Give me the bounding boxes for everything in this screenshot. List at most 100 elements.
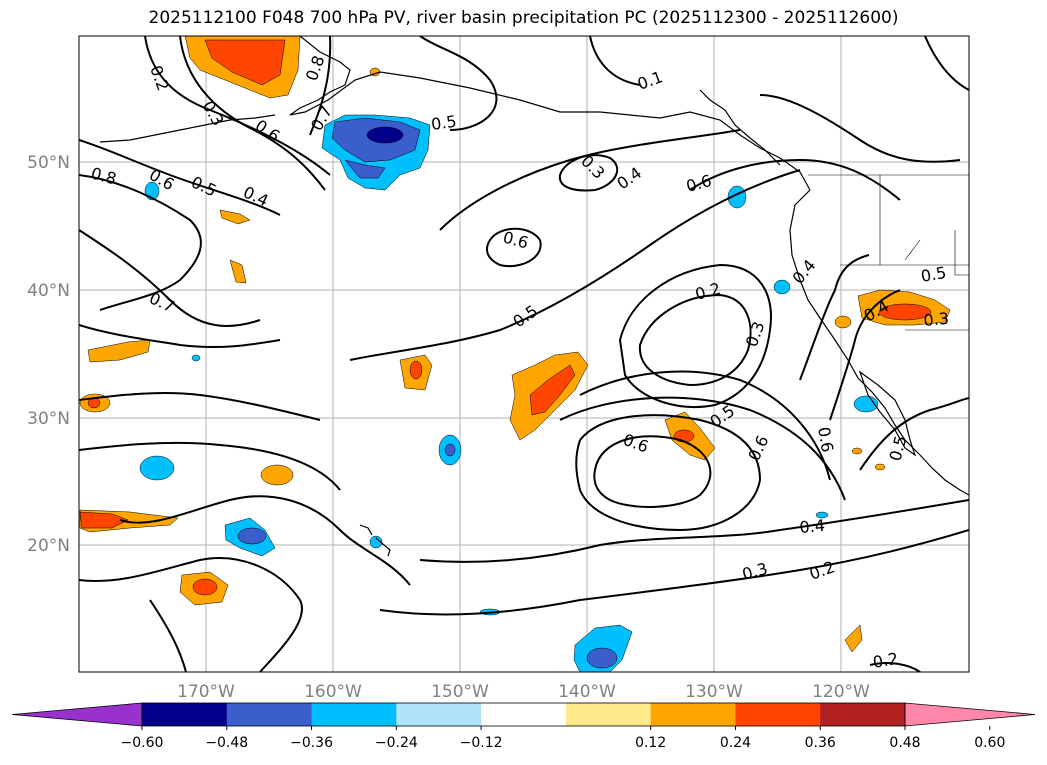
precip-blob: [260, 464, 294, 486]
contour-line: [379, 529, 969, 616]
precip-blob: [844, 624, 863, 653]
pv-contours: [79, 36, 969, 672]
lon-label: 130°W: [685, 682, 743, 702]
lat-label: 50°N: [27, 153, 70, 173]
contour-line: [144, 36, 331, 176]
contour-line: [349, 169, 801, 361]
colorbar-segment: [226, 703, 313, 726]
contour-line: [119, 495, 411, 586]
contour-line: [179, 36, 326, 191]
precip-blob: [139, 455, 175, 481]
baja-coast: [858, 370, 917, 457]
precip-blob: [815, 511, 829, 519]
aleutians: [99, 114, 276, 143]
colorbar-tick-label: 0.24: [720, 735, 751, 751]
contour-line: [618, 263, 772, 408]
lon-label: 170°W: [177, 682, 235, 702]
lon-label: 120°W: [812, 682, 870, 702]
contour-line: [486, 227, 542, 268]
precip-blob: [229, 259, 247, 284]
contour-line: [79, 174, 202, 311]
contour-line: [579, 370, 831, 481]
bc-islands: [699, 89, 781, 166]
colorbar-tick-label: 0.60: [974, 735, 1005, 751]
precip-blob: [237, 527, 267, 545]
precip-blob: [874, 463, 886, 471]
colorbar-segment: [650, 703, 736, 726]
contour-line: [593, 435, 712, 508]
contour-line: [79, 229, 261, 327]
precip-blob: [191, 354, 201, 362]
lat-label: 30°N: [27, 409, 70, 429]
precip-blob: [529, 364, 576, 416]
precip-blob: [79, 511, 129, 529]
lon-axis: 170°W 160°W 150°W 140°W 130°W 120°W: [177, 682, 870, 702]
contour-label: 0.4: [799, 516, 826, 537]
colorbar-segment: [311, 703, 397, 726]
contour-line: [829, 289, 901, 421]
colorbar-extend-high: [904, 702, 1036, 727]
contour-line: [309, 36, 332, 136]
contour-label: 0.5: [919, 263, 947, 286]
precip-blob: [344, 159, 386, 179]
precip-blob: [204, 39, 286, 86]
contour-line: [79, 441, 341, 491]
lon-label: 160°W: [304, 682, 362, 702]
precip-blob: [878, 303, 932, 321]
contour-line: [558, 154, 619, 192]
contour-line: [439, 129, 741, 231]
contour-line: [79, 557, 303, 672]
colorbar-tick-label: −0.24: [375, 735, 418, 751]
borders: [808, 174, 969, 331]
precip-blob: [773, 279, 791, 295]
lat-label: 20°N: [27, 536, 70, 556]
contour-line: [924, 36, 969, 91]
colorbar-tick-label: −0.60: [121, 735, 164, 751]
colorbar-tick-label: 0.36: [805, 735, 836, 751]
colorbar-segment: [820, 703, 906, 726]
precip-blob: [87, 339, 151, 363]
north-america-coast: [789, 189, 969, 496]
colorbar-segments: [11, 702, 1036, 727]
contour-line: [79, 391, 321, 421]
contour-line: [689, 158, 901, 201]
contour-line: [759, 94, 961, 163]
map-panel: 0.2 0.3 0.8 0.7 0.6 0.5 0.8 0.6 0.5 0.4 …: [78, 35, 970, 673]
contour-label: 0.2: [871, 649, 899, 672]
colorbar-frame: [141, 702, 906, 727]
contour-line: [799, 254, 870, 381]
precip-blob: [409, 360, 423, 380]
colorbar-segment: [735, 703, 821, 726]
hawaii: [359, 524, 391, 557]
map-frame: [78, 35, 970, 673]
contour-line: [638, 293, 752, 387]
lon-label: 140°W: [558, 682, 616, 702]
colorbar-segment: [142, 703, 228, 726]
contour-line: [419, 36, 498, 131]
precip-blob: [834, 315, 852, 329]
lat-label: 40°N: [27, 281, 70, 301]
figure-title: 2025112100 F048 700 hPa PV, river basin …: [148, 8, 899, 28]
precip-shading: [79, 36, 951, 672]
colorbar-tick-label: −0.12: [460, 735, 503, 751]
precip-blob: [369, 535, 383, 549]
precip-blob: [586, 647, 618, 669]
contour-line: [79, 139, 281, 216]
colorbar: −0.60 −0.48 −0.36 −0.24 −0.12 0.12 0.24 0.36 0.4…: [11, 702, 1036, 751]
precip-blob: [851, 447, 863, 455]
contour-line: [559, 396, 846, 501]
colorbar-tick-label: −0.36: [290, 735, 333, 751]
contour-line: [859, 397, 969, 471]
contour-line: [79, 324, 281, 349]
colorbar-ticks: −0.60 −0.48 −0.36 −0.24 −0.12 0.12 0.24 0.36 0.4…: [121, 726, 1005, 751]
colorbar-segment: [565, 703, 652, 726]
colorbar-tick-label: 0.12: [635, 735, 666, 751]
colorbar-segment: [481, 703, 567, 726]
lat-axis: 50°N 40°N 30°N 20°N: [27, 153, 70, 556]
contour-line: [419, 499, 969, 563]
precip-blob: [366, 126, 404, 144]
lon-label: 150°W: [431, 682, 489, 702]
colorbar-tick-label: 0.48: [889, 735, 920, 751]
precip-blob: [444, 443, 456, 457]
